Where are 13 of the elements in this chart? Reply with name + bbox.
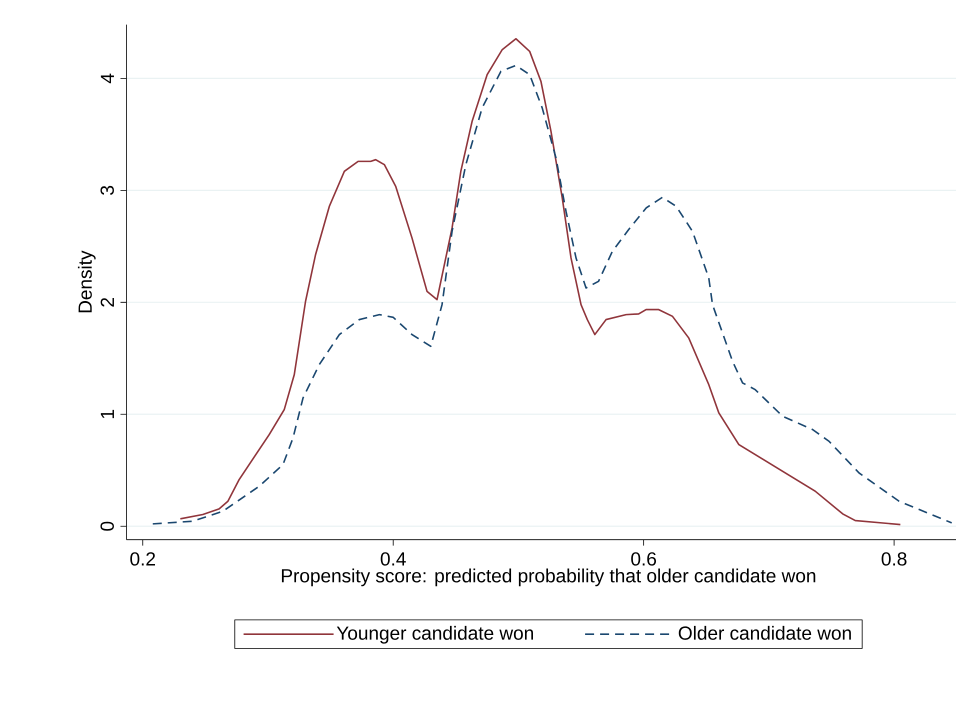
x-tick-label: 0.2	[130, 552, 156, 566]
legend-label: Younger candidate won	[336, 626, 533, 644]
y-tick-label: 2	[100, 298, 114, 307]
y-tick-label: 3	[100, 186, 114, 195]
y-tick-label: 0	[100, 522, 114, 531]
x-tick-label: 0.6	[631, 552, 656, 566]
x-tick-label: 0.4	[380, 552, 406, 566]
x-tick-label: 0.8	[882, 552, 906, 566]
x-axis-title: Propensity score: predicted probability that older candidate won	[282, 568, 816, 586]
legend-label: Older candidate won	[678, 626, 851, 640]
y-tick-label: 1	[100, 410, 114, 418]
y-tick-label: 4	[100, 74, 114, 84]
y-axis-title: Density	[78, 250, 96, 312]
